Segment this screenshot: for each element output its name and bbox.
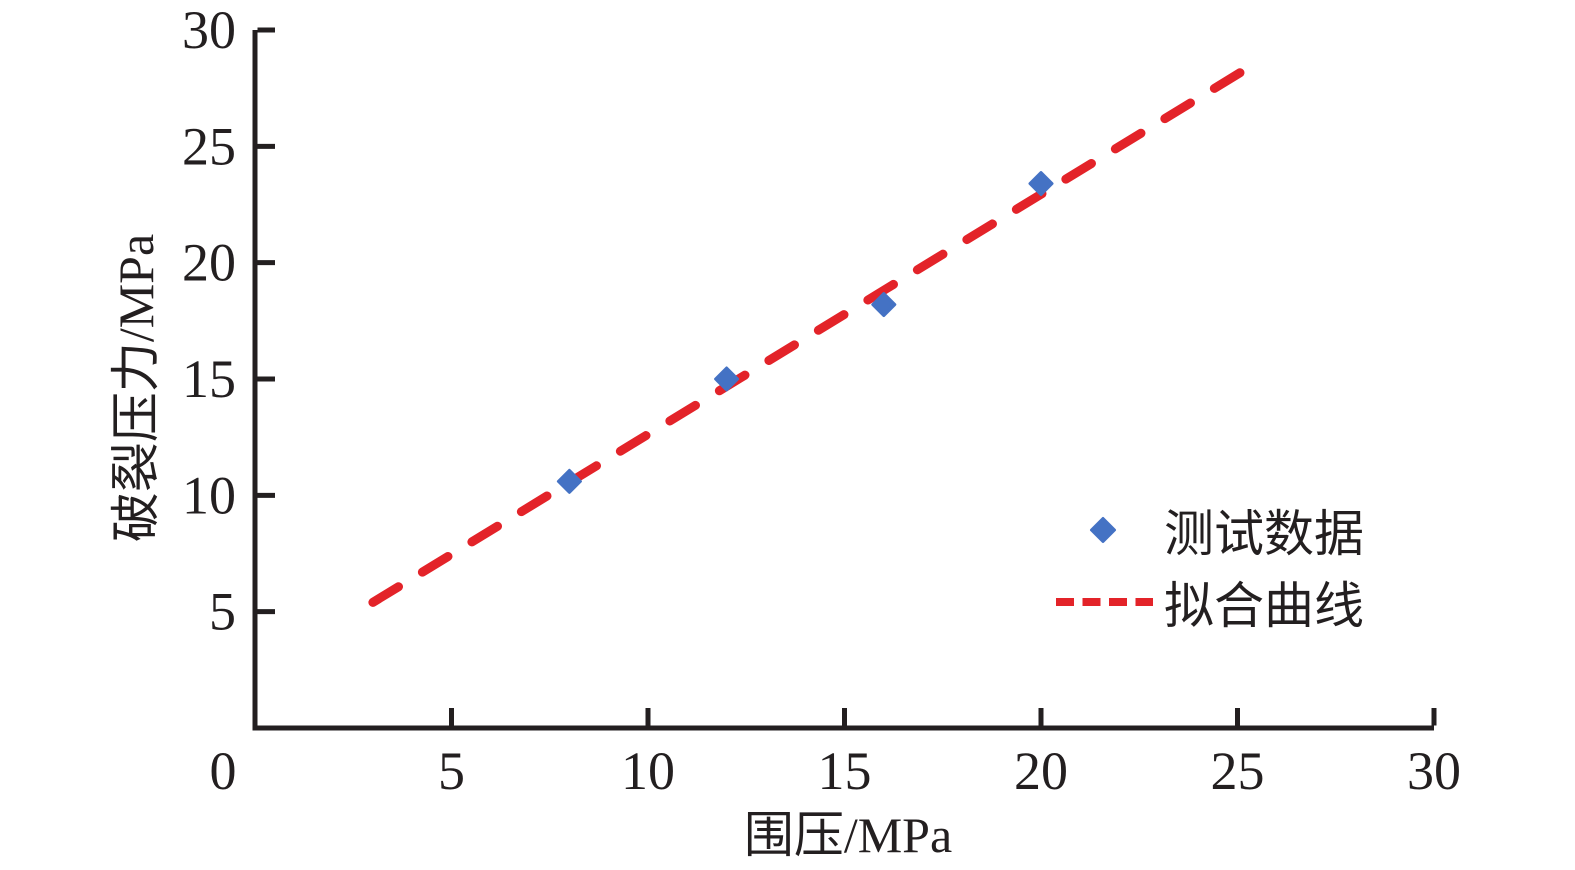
y-tick-label: 15 <box>182 349 236 409</box>
x-tick-label: 5 <box>438 741 465 801</box>
x-tick-label: 15 <box>818 741 872 801</box>
diamond-marker-icon <box>1090 517 1116 543</box>
x-tick-label: 20 <box>1014 741 1068 801</box>
data-point <box>714 366 740 392</box>
legend-item-fit-line: 拟合曲线 <box>1040 566 1364 638</box>
x-tick-label: 30 <box>1407 741 1461 801</box>
y-tick-label: 30 <box>182 0 236 60</box>
y-axis-title: 破裂压力/MPa <box>108 233 164 543</box>
legend-label-test-data: 测试数据 <box>1164 506 1364 562</box>
legend-swatch-diamond <box>1040 494 1160 566</box>
legend-label-fit-line: 拟合曲线 <box>1164 578 1364 634</box>
axis-spines <box>252 30 1434 731</box>
x-tick-label: 0 <box>210 741 237 801</box>
y-tick-label: 10 <box>182 465 236 525</box>
data-point <box>871 292 897 318</box>
y-tick-label: 25 <box>182 116 236 176</box>
y-tick-label: 5 <box>209 582 236 642</box>
legend-swatch-dashed-line <box>1040 566 1160 638</box>
y-tick-label: 20 <box>182 233 236 293</box>
x-axis-title: 围压/MPa <box>743 807 953 863</box>
data-point <box>1028 171 1054 197</box>
legend: 测试数据 拟合曲线 <box>1040 494 1364 638</box>
legend-item-test-data: 测试数据 <box>1040 494 1364 566</box>
x-tick-label: 25 <box>1211 741 1265 801</box>
fit-line <box>368 67 1246 607</box>
x-tick-label: 10 <box>621 741 675 801</box>
data-point <box>556 468 582 494</box>
